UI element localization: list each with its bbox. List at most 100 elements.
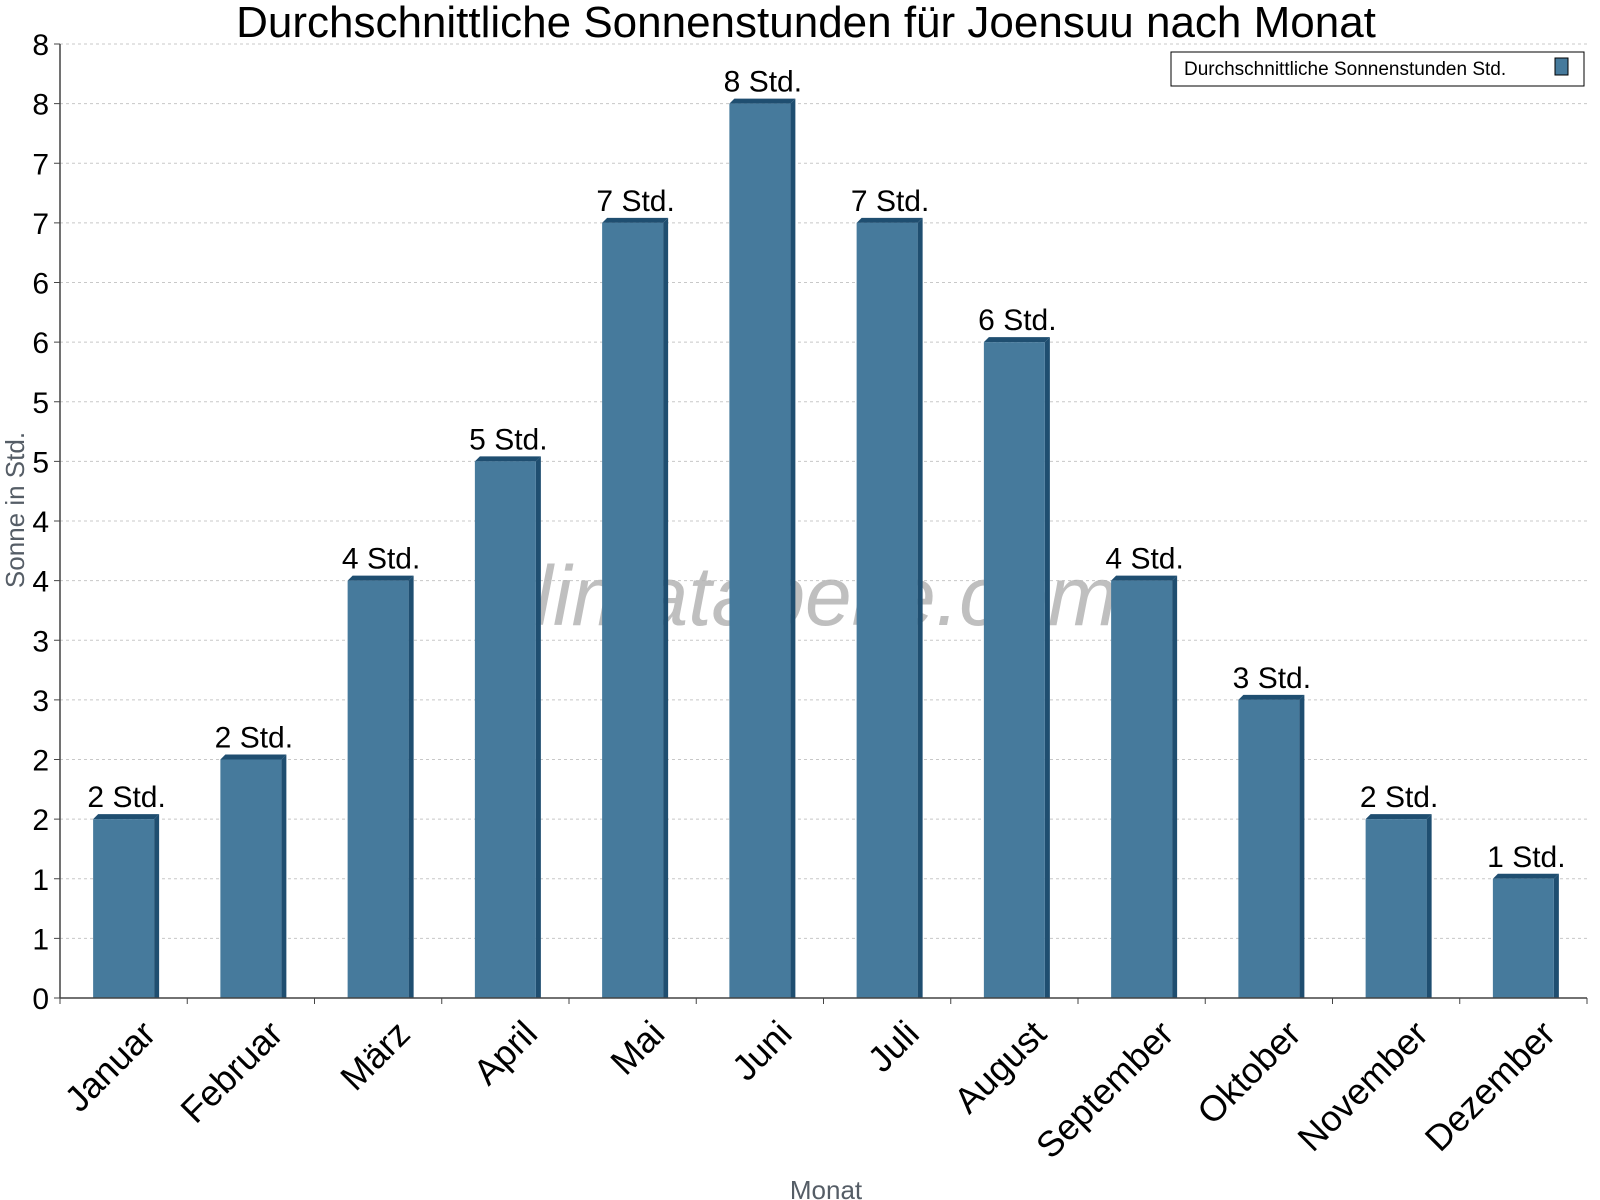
bar-8 <box>983 337 1050 998</box>
bar-5 <box>602 217 669 998</box>
bar-face <box>729 103 791 998</box>
bar-face <box>474 461 536 998</box>
data-label: 7 Std. <box>596 185 674 218</box>
x-tick-label: September <box>1028 1013 1182 1167</box>
y-tick-label: 5 <box>32 387 49 420</box>
data-label: 5 Std. <box>469 423 547 456</box>
bar-face <box>220 759 282 998</box>
bar-11 <box>1365 814 1432 998</box>
y-tick-label: 8 <box>32 29 49 62</box>
x-tick-label: März <box>332 1013 418 1099</box>
chart-title: Durchschnittliche Sonnenstunden für Joen… <box>236 0 1376 47</box>
x-tick-label: Juli <box>860 1013 927 1080</box>
bar-6 <box>729 98 796 998</box>
bar-top <box>856 217 923 223</box>
bar-top <box>347 575 414 581</box>
bar-7 <box>856 217 923 998</box>
data-label: 2 Std. <box>1360 781 1438 814</box>
data-label: 2 Std. <box>215 722 293 755</box>
x-tick-label: Oktober <box>1189 1013 1309 1133</box>
legend-box <box>1170 51 1585 87</box>
legend: Durchschnittliche Sonnenstunden Std. <box>1170 51 1585 87</box>
y-tick-label: 8 <box>32 89 49 122</box>
bar-side <box>663 217 669 998</box>
data-label: 1 Std. <box>1487 841 1565 874</box>
bar-top <box>1111 575 1178 581</box>
y-tick-label: 3 <box>32 625 49 658</box>
y-tick-label: 3 <box>32 685 49 718</box>
y-tick-label: 7 <box>32 148 49 181</box>
bar-face <box>1365 819 1427 998</box>
gridlines <box>60 43 1587 939</box>
y-tick-label: 0 <box>32 983 49 1016</box>
bar-top <box>93 814 160 820</box>
bar-side <box>1044 337 1050 998</box>
x-tick-label: November <box>1289 1013 1435 1159</box>
bar-top <box>474 456 541 462</box>
y-tick-label: 6 <box>32 327 49 360</box>
bar-top <box>1365 814 1432 820</box>
y-tick-label: 4 <box>32 506 49 539</box>
bar-side <box>408 575 414 998</box>
bar-face <box>856 222 918 998</box>
y-tick-label: 2 <box>32 804 49 837</box>
x-axis-title: Monat <box>790 1175 863 1200</box>
bar-side <box>535 456 541 998</box>
y-tick-label: 1 <box>32 923 49 956</box>
data-label: 4 Std. <box>342 543 420 576</box>
bar-side <box>1553 873 1559 998</box>
legend-label: Durchschnittliche Sonnenstunden Std. <box>1184 59 1506 80</box>
bar-side <box>1299 694 1305 998</box>
x-tick-label: Dezember <box>1417 1013 1563 1159</box>
data-label: 6 Std. <box>978 304 1056 337</box>
bar-2 <box>220 754 287 998</box>
y-axis-ticks: 0 1 1 2 2 3 3 4 4 5 5 6 6 7 7 8 8 <box>32 29 60 1016</box>
bar-face <box>602 222 664 998</box>
bar-side <box>1172 575 1178 998</box>
y-tick-label: 6 <box>32 268 49 301</box>
y-tick-label: 1 <box>32 864 49 897</box>
bar-top <box>729 98 796 104</box>
bar-4 <box>474 456 541 998</box>
bar-12 <box>1492 873 1559 998</box>
x-tick-label: Mai <box>602 1013 672 1083</box>
bar-top <box>983 337 1050 343</box>
x-tick-label: Januar <box>56 1013 163 1120</box>
data-labels: 2 Std. 2 Std. 4 Std. 5 Std. 7 Std. 8 Std. 7 St… <box>87 66 1565 874</box>
bar-face <box>347 580 409 998</box>
data-label: 2 Std. <box>87 781 165 814</box>
data-label: 4 Std. <box>1105 543 1183 576</box>
bars <box>93 98 1559 998</box>
y-tick-label: 7 <box>32 208 49 241</box>
bar-face <box>93 819 155 998</box>
bar-face <box>983 342 1045 998</box>
bar-side <box>281 754 287 998</box>
data-label: 8 Std. <box>724 66 802 99</box>
bar-10 <box>1238 694 1305 998</box>
y-tick-label: 5 <box>32 446 49 479</box>
bar-1 <box>93 814 160 998</box>
bar-side <box>790 98 796 998</box>
bar-top <box>1492 873 1559 879</box>
bar-face <box>1238 699 1300 998</box>
bar-3 <box>347 575 414 998</box>
bar-side <box>917 217 923 998</box>
x-tick-label: Februar <box>172 1013 290 1131</box>
x-tick-label: April <box>465 1013 545 1093</box>
legend-swatch <box>1554 57 1569 76</box>
bar-9 <box>1111 575 1178 998</box>
y-tick-label: 4 <box>32 566 49 599</box>
bar-face <box>1111 580 1173 998</box>
data-label: 3 Std. <box>1233 662 1311 695</box>
x-axis-ticks: Januar Februar März April Mai Juni Juli AugustS… <box>56 998 1588 1167</box>
bar-side <box>154 814 160 998</box>
bar-top <box>1238 694 1305 700</box>
x-tick-label: Juni <box>724 1013 800 1089</box>
x-tick-label: August <box>946 1013 1054 1121</box>
bar-top <box>602 217 669 223</box>
bar-face <box>1492 878 1554 998</box>
data-label: 7 Std. <box>851 185 929 218</box>
y-tick-label: 2 <box>32 745 49 778</box>
bar-top <box>220 754 287 760</box>
